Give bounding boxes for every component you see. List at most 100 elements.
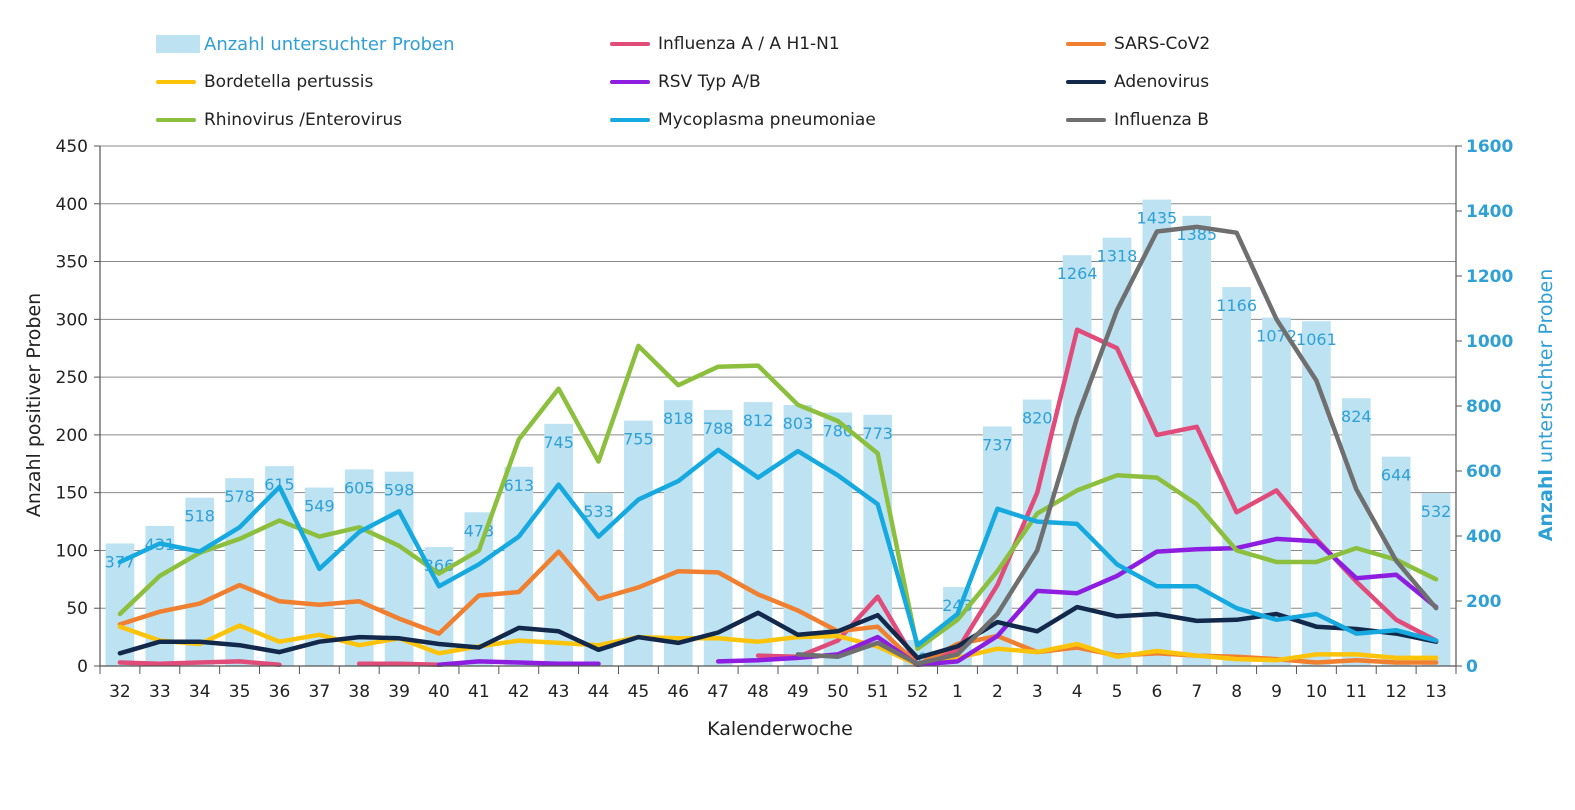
x-tick-label: 2: [992, 682, 1003, 702]
x-tick-label: 38: [348, 682, 370, 702]
bar-value-label: 615: [264, 475, 295, 494]
bar-value-label: 1318: [1097, 247, 1138, 266]
y-right-tick-label: 800: [1466, 397, 1502, 417]
x-tick-label: 52: [907, 682, 929, 702]
x-tick-label: 47: [707, 682, 729, 702]
bar-value-label: 518: [184, 507, 215, 526]
bar-value-label: 1264: [1057, 264, 1098, 283]
x-tick-label: 36: [269, 682, 291, 702]
series-line: [755, 327, 1439, 668]
legend-label-influenza-a: Influenza A / A H1-N1: [658, 34, 840, 54]
series-line: [356, 661, 442, 668]
series-line: [436, 659, 601, 668]
series-line: [117, 447, 1439, 648]
bar-value-label: 605: [344, 478, 375, 497]
x-tick-label: 46: [667, 682, 689, 702]
x-tick-label: 51: [867, 682, 889, 702]
bar: [663, 400, 693, 666]
bar-value-label: 1166: [1216, 296, 1257, 315]
y-right-tick-label: 1200: [1466, 267, 1513, 287]
bar-value-label: 803: [783, 414, 814, 433]
legend-label-influenza-b: Influenza B: [1114, 110, 1209, 130]
x-tick-label: 5: [1112, 682, 1123, 702]
y-left-tick-label: 50: [66, 599, 88, 619]
y-axis-left-title: Anzahl positiver Proben: [23, 293, 45, 517]
x-tick-label: 44: [588, 682, 610, 702]
legend-item-rhinovirus: Rhinovirus /Enterovirus: [156, 108, 402, 132]
y-right-tick-label: 1000: [1466, 332, 1513, 352]
y-left-tick-label: 300: [56, 310, 88, 330]
x-tick-label: 13: [1425, 682, 1447, 702]
series-line: [795, 224, 1439, 666]
bar-value-label: 812: [743, 411, 774, 430]
series-line: [117, 659, 282, 668]
bar-value-label: 598: [384, 481, 415, 500]
x-axis-title: Kalenderwoche: [707, 718, 853, 740]
bar-value-label: 824: [1341, 407, 1372, 426]
series-line: [117, 604, 1439, 661]
y-axis-right-title: Anzahl untersuchter Proben: [1535, 269, 1557, 542]
bar: [624, 420, 653, 666]
x-tick-label: 39: [388, 682, 410, 702]
legend-swatch-sars-cov2: [1066, 42, 1106, 46]
legend-label-sars-cov2: SARS-CoV2: [1114, 34, 1211, 54]
legend-item-adenovirus: Adenovirus: [1066, 70, 1209, 94]
y-right-tick-label: 200: [1466, 592, 1502, 612]
legend-swatch-rhinovirus: [156, 118, 196, 122]
bar: [1062, 255, 1092, 666]
bar-value-label: 613: [503, 476, 534, 495]
x-tick-label: 8: [1231, 682, 1242, 702]
y-left-tick-label: 450: [56, 137, 88, 157]
legend-label-rhinovirus: Rhinovirus /Enterovirus: [204, 110, 403, 130]
y-left-tick-label: 400: [56, 195, 88, 215]
legend-label-rsv: RSV Typ A/B: [658, 72, 761, 92]
legend-swatch-rsv: [610, 80, 650, 84]
bar-value-label: 820: [1022, 409, 1053, 428]
x-tick-label: 4: [1072, 682, 1083, 702]
bar-value-label: 745: [543, 433, 574, 452]
x-tick-label: 7: [1191, 682, 1202, 702]
bar: [743, 402, 773, 666]
x-tick-label: 12: [1385, 682, 1407, 702]
bar: [225, 478, 254, 666]
bars-group: [105, 199, 1451, 666]
x-tick-label: 32: [109, 682, 131, 702]
y-left-tick-label: 200: [56, 426, 88, 446]
legend-swatch-bars: [156, 35, 200, 53]
x-tick-label: 40: [428, 682, 450, 702]
bar: [783, 405, 813, 666]
x-tick-label: 41: [468, 682, 490, 702]
y-left-tick-label: 100: [56, 541, 88, 561]
bar: [1341, 398, 1371, 666]
bar: [1102, 237, 1132, 666]
legend-item-influenza-b: Influenza B: [1066, 108, 1209, 132]
bar-value-label: 549: [304, 497, 335, 516]
bar-value-label: 532: [1421, 502, 1452, 521]
legend-swatch-bordetella: [156, 80, 196, 84]
legend-item-influenza-a: Influenza A / A H1-N1: [610, 32, 840, 56]
bar: [504, 466, 534, 666]
x-tick-label: 35: [229, 682, 251, 702]
bar-value-label: 1435: [1137, 209, 1178, 228]
legend-swatch-mycoplasma: [610, 118, 650, 122]
y-left-tick-label: 350: [56, 253, 88, 273]
bar-value-label: 644: [1381, 466, 1412, 485]
bar: [384, 471, 414, 666]
y-left-tick-label: 0: [77, 657, 88, 677]
x-tick-label: 34: [189, 682, 211, 702]
x-tick-label: 6: [1151, 682, 1162, 702]
bar-value-label: 788: [703, 419, 734, 438]
x-tick-label: 43: [548, 682, 570, 702]
x-tick-label: 45: [628, 682, 650, 702]
y-axis-right-title-rest: untersuchter Proben: [1535, 269, 1557, 469]
x-tick-label: 37: [309, 682, 331, 702]
x-tick-label: 50: [827, 682, 849, 702]
x-tick-label: 49: [787, 682, 809, 702]
y-left-tick-label: 250: [56, 368, 88, 388]
y-right-tick-label: 1600: [1466, 137, 1513, 157]
y-right-tick-label: 0: [1466, 657, 1478, 677]
axes-group: 0501001502002503003504004500200400600800…: [56, 137, 1514, 702]
x-tick-label: 11: [1345, 682, 1367, 702]
legend-item-bordetella: Bordetella pertussis: [156, 70, 373, 94]
